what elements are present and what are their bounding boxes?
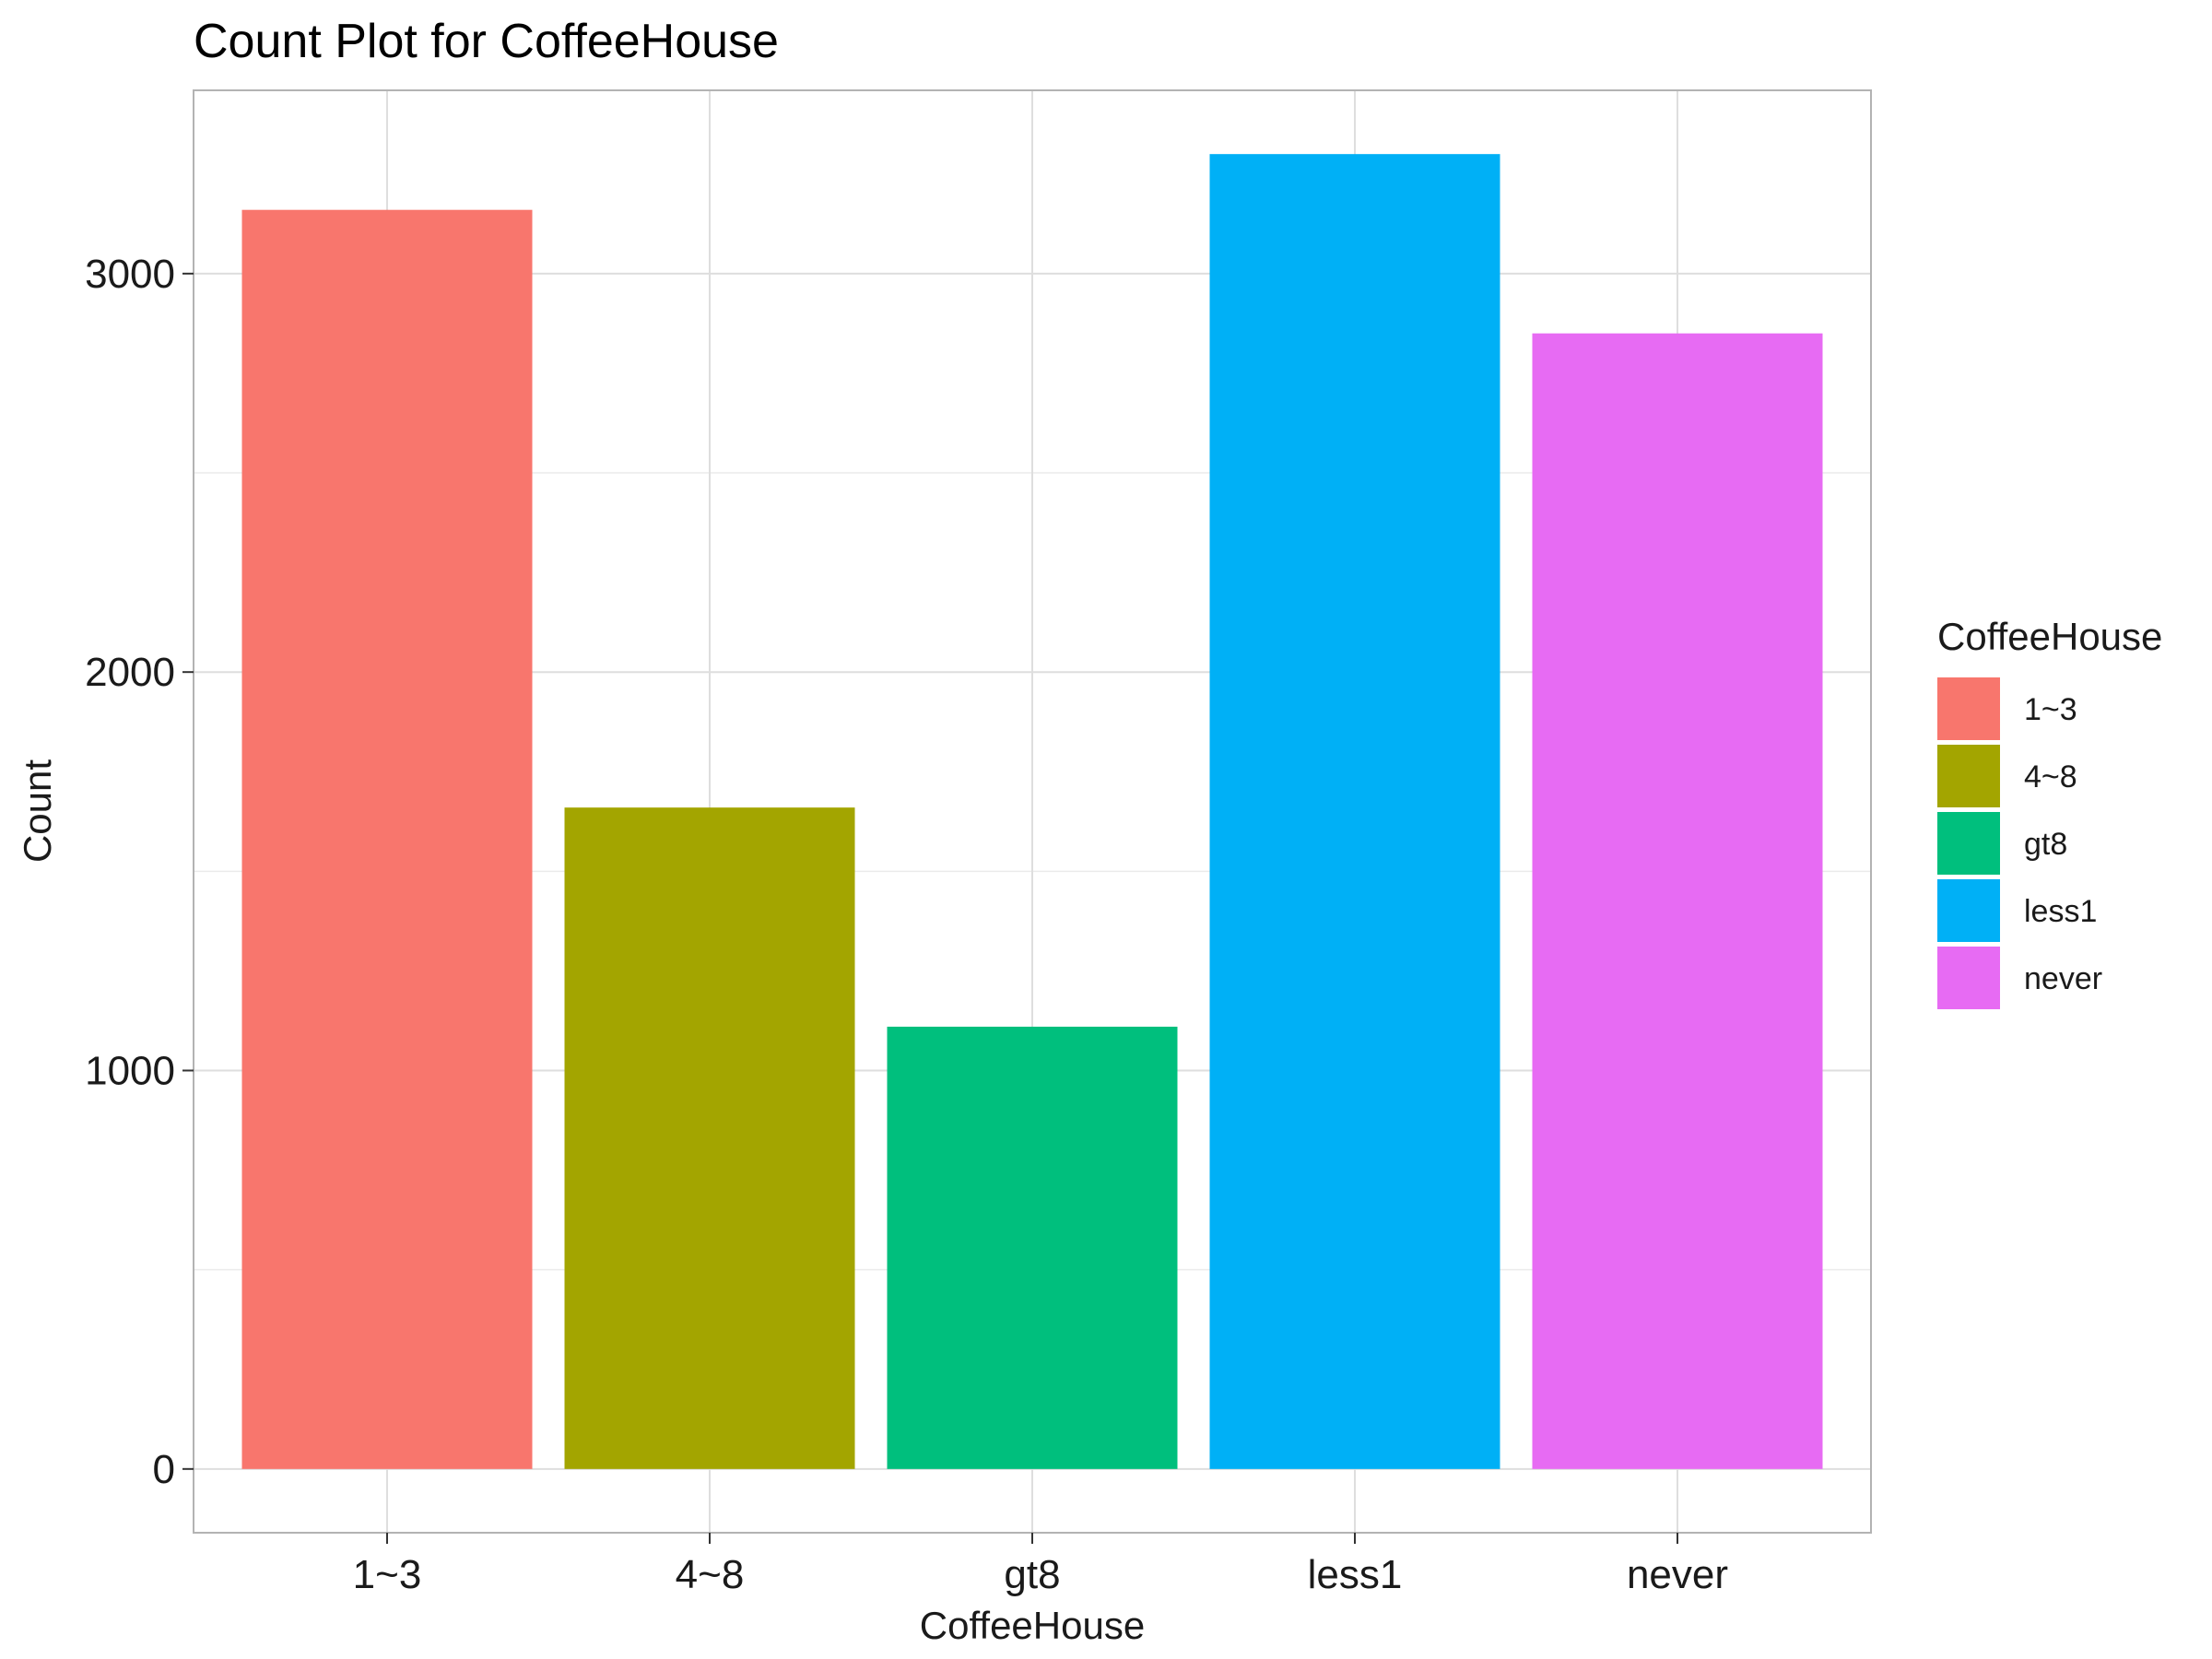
y-tick-label: 3000	[85, 252, 175, 297]
bars	[241, 154, 1823, 1469]
legend-key-less1	[1937, 879, 2000, 942]
legend-key-never	[1937, 947, 2000, 1009]
legend: CoffeeHouse 1~3 4~8 gt8 less1 never	[1937, 615, 2162, 1009]
legend-label: 4~8	[2024, 759, 2077, 794]
x-tick-label: 1~3	[353, 1552, 422, 1597]
bar-1~3	[241, 209, 533, 1469]
legend-label: less1	[2024, 894, 2097, 929]
legend-key-4~8	[1937, 745, 2000, 807]
x-axis-title: CoffeeHouse	[920, 1604, 1145, 1647]
y-tick-label: 0	[153, 1447, 175, 1492]
y-axis-title: Count	[16, 759, 59, 863]
y-axis-ticks: 0 1000 2000 3000	[85, 252, 194, 1492]
legend-label: 1~3	[2024, 692, 2077, 727]
y-tick-label: 2000	[85, 650, 175, 695]
y-tick-label: 1000	[85, 1049, 175, 1094]
bar-4~8	[564, 807, 855, 1469]
bar-less1	[1209, 154, 1500, 1469]
legend-key-1~3	[1937, 677, 2000, 740]
bar-never	[1532, 333, 1823, 1469]
x-tick-label: gt8	[1004, 1552, 1060, 1597]
legend-label: never	[2024, 961, 2102, 996]
x-tick-label: 4~8	[676, 1552, 745, 1597]
x-axis-ticks: 1~3 4~8 gt8 less1 never	[353, 1533, 1728, 1597]
legend-label: gt8	[2024, 827, 2067, 862]
bar-gt8	[887, 1026, 1178, 1469]
chart-title: Count Plot for CoffeeHouse	[194, 15, 779, 68]
x-tick-label: never	[1627, 1552, 1728, 1597]
legend-items: 1~3 4~8 gt8 less1 never	[1937, 677, 2102, 1009]
legend-title: CoffeeHouse	[1937, 615, 2162, 658]
x-tick-label: less1	[1308, 1552, 1403, 1597]
legend-key-gt8	[1937, 812, 2000, 875]
